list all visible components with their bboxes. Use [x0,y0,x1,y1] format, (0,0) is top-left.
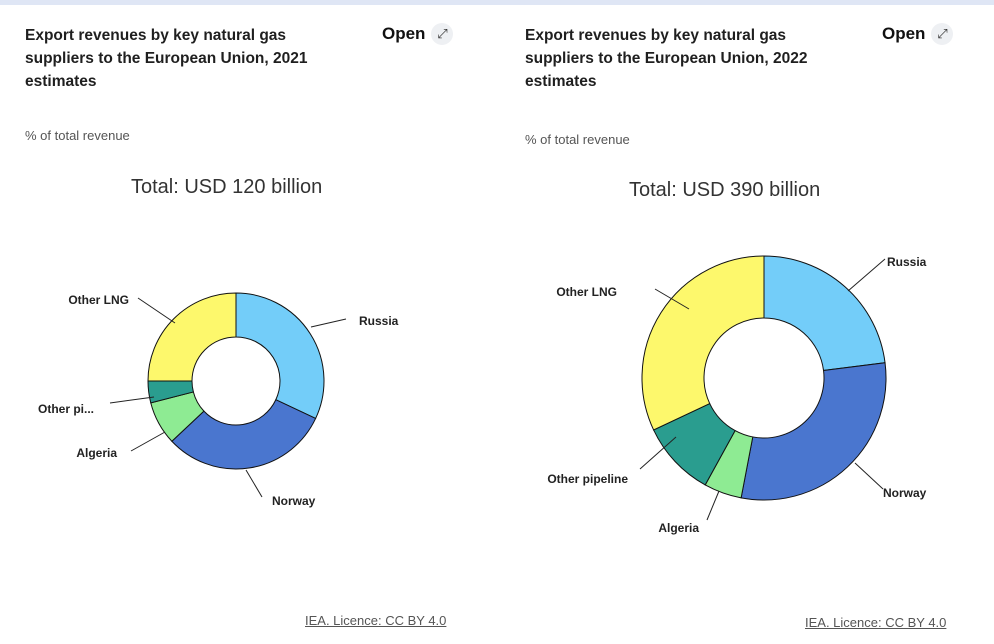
credit-link[interactable]: IEA. Licence: CC BY 4.0 [305,613,447,628]
leader-line [706,490,720,521]
slice-other-lng[interactable] [641,255,765,431]
slice-label: Other pi... [38,402,94,416]
leader-line [245,469,263,498]
chart-card-2021: Export revenues by key natural gas suppl… [0,5,490,644]
slice-norway[interactable] [740,362,887,501]
unit-label: % of total revenue [525,132,630,147]
slice-label: Other LNG [556,285,617,299]
leader-line [854,462,884,490]
slice-label: Norway [272,494,316,508]
expand-icon: ⤢ [931,23,954,45]
leader-line [847,258,886,292]
leader-line [109,396,155,404]
chart-card-2022: Export revenues by key natural gas suppl… [500,5,990,644]
slice-label: Algeria [76,446,117,460]
chart-subtitle: Total: USD 120 billion [131,176,323,198]
donut-chart-2021: Russia Norway Algeria Other pi... Other LNG [38,292,399,508]
open-button[interactable]: Open ⤢ [882,23,954,45]
slice-label: Other LNG [68,293,129,307]
leader-line [639,436,677,470]
unit-label: % of total revenue [25,128,130,143]
slice-russia[interactable] [235,292,325,420]
leader-line [130,431,166,452]
slice-label: Norway [883,486,927,500]
chart-subtitle: Total: USD 390 billion [629,179,821,201]
slice-label: Russia [887,255,927,269]
open-label: Open [882,24,926,43]
slice-russia[interactable] [763,255,886,372]
leader-line [654,288,690,310]
open-button[interactable]: Open ⤢ [382,23,454,45]
leader-line [310,318,347,328]
slice-label: Other pipeline [547,472,628,486]
slice-other-lng[interactable] [147,292,237,382]
open-label: Open [382,24,426,43]
top-border [0,0,994,5]
slice-label: Russia [359,314,399,328]
slice-label: Algeria [658,521,699,535]
credit-link[interactable]: IEA. Licence: CC BY 4.0 [805,615,947,630]
chart-title: Export revenues by key natural gas suppl… [25,27,308,90]
leader-line [137,297,176,324]
chart-title: Export revenues by key natural gas suppl… [525,27,808,90]
donut-chart-2022: Russia Norway Algeria Other pipeline Other L… [547,255,927,535]
slice-norway[interactable] [171,399,317,470]
expand-icon: ⤢ [431,23,454,45]
